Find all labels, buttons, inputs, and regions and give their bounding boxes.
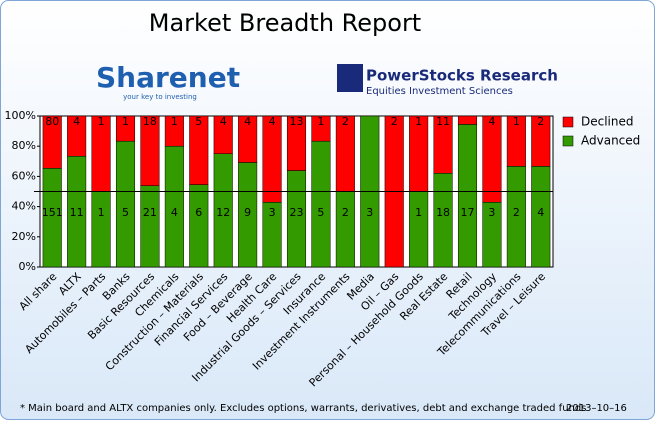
bar-segment [286,115,307,171]
value-label: 1 [415,115,422,128]
bar-segment [189,115,209,185]
value-label: 151 [42,206,63,219]
value-label: 2 [342,206,349,219]
value-label: 12 [216,206,230,219]
value-label: 9 [244,206,251,219]
bar-segment [482,115,502,203]
footnote: * Main board and ALTX companies only. Ex… [20,403,586,414]
value-label: 3 [269,206,276,219]
chart-title: Market Breadth Report [149,9,421,37]
value-label: 1 [415,206,422,219]
value-label: 1 [513,115,520,128]
value-label: 2 [537,115,544,128]
bar-segment [311,115,331,142]
value-label: 3 [366,206,373,219]
bar-segment [164,115,184,147]
value-label: 4 [171,206,178,219]
bar-segment [91,191,111,268]
logo: PowerStocks Research [366,67,558,85]
logo: Sharenet [96,61,240,94]
bar-segment [115,140,136,268]
legend-label: Declined [581,115,634,129]
value-label: 2 [391,115,398,128]
y-tick-label: 60% [12,169,36,182]
y-tick-label: 100% [5,109,36,122]
logo-tagline: Equities Investment Sciences [366,86,513,97]
bar-segment [189,184,209,268]
legend-swatch [562,116,574,128]
bar-segment [140,185,160,268]
legend-swatch [562,135,574,147]
bar-segment [531,115,551,167]
bar-segment [433,115,453,174]
logo-icon [337,64,363,92]
value-label: 1 [98,206,105,219]
value-label: 80 [45,115,59,128]
value-label: 4 [488,115,495,128]
y-tick-label: 0% [19,260,36,273]
value-label: 18 [436,206,450,219]
value-label: 18 [143,115,157,128]
bar-segment [140,115,160,186]
value-label: 5 [195,115,202,128]
bar-segment [457,124,478,268]
bar-segment [42,115,62,169]
value-label: 4 [537,206,544,219]
value-label: 4 [220,115,227,128]
value-label: 17 [461,206,475,219]
date: 2013–10–16 [566,403,627,414]
bar-segment [238,115,258,163]
bar-segment [506,115,526,167]
value-label: 1 [317,115,324,128]
value-label: 2 [342,115,349,128]
y-tick-label: 80% [12,139,36,152]
value-label: 5 [122,206,129,219]
bar-segment [67,115,87,157]
bar-segment [433,173,453,268]
value-label: 4 [73,115,80,128]
value-label: 11 [70,206,84,219]
bar-segment [262,115,282,203]
y-tick-label: 20% [12,230,36,243]
bar-segment [213,115,233,154]
value-label: 5 [317,206,324,219]
value-label: 11 [436,115,450,128]
value-label: 2 [513,206,520,219]
value-label: 4 [269,115,276,128]
bar-segment [311,140,331,268]
value-label: 1 [171,115,178,128]
value-label: 13 [290,115,304,128]
logo-tagline: your key to investing [123,93,197,101]
legend-label: Advanced [581,134,640,148]
value-label: 1 [122,115,129,128]
value-label: 3 [488,206,495,219]
y-tick-label: 40% [12,200,36,213]
value-label: 23 [290,206,304,219]
value-label: 21 [143,206,157,219]
bar-segment [115,115,136,142]
value-label: 1 [98,115,105,128]
bar-segment [409,191,429,268]
bar-segment [335,191,355,268]
value-label: 6 [195,206,202,219]
bar-segment [457,115,478,125]
value-label: 4 [244,115,251,128]
